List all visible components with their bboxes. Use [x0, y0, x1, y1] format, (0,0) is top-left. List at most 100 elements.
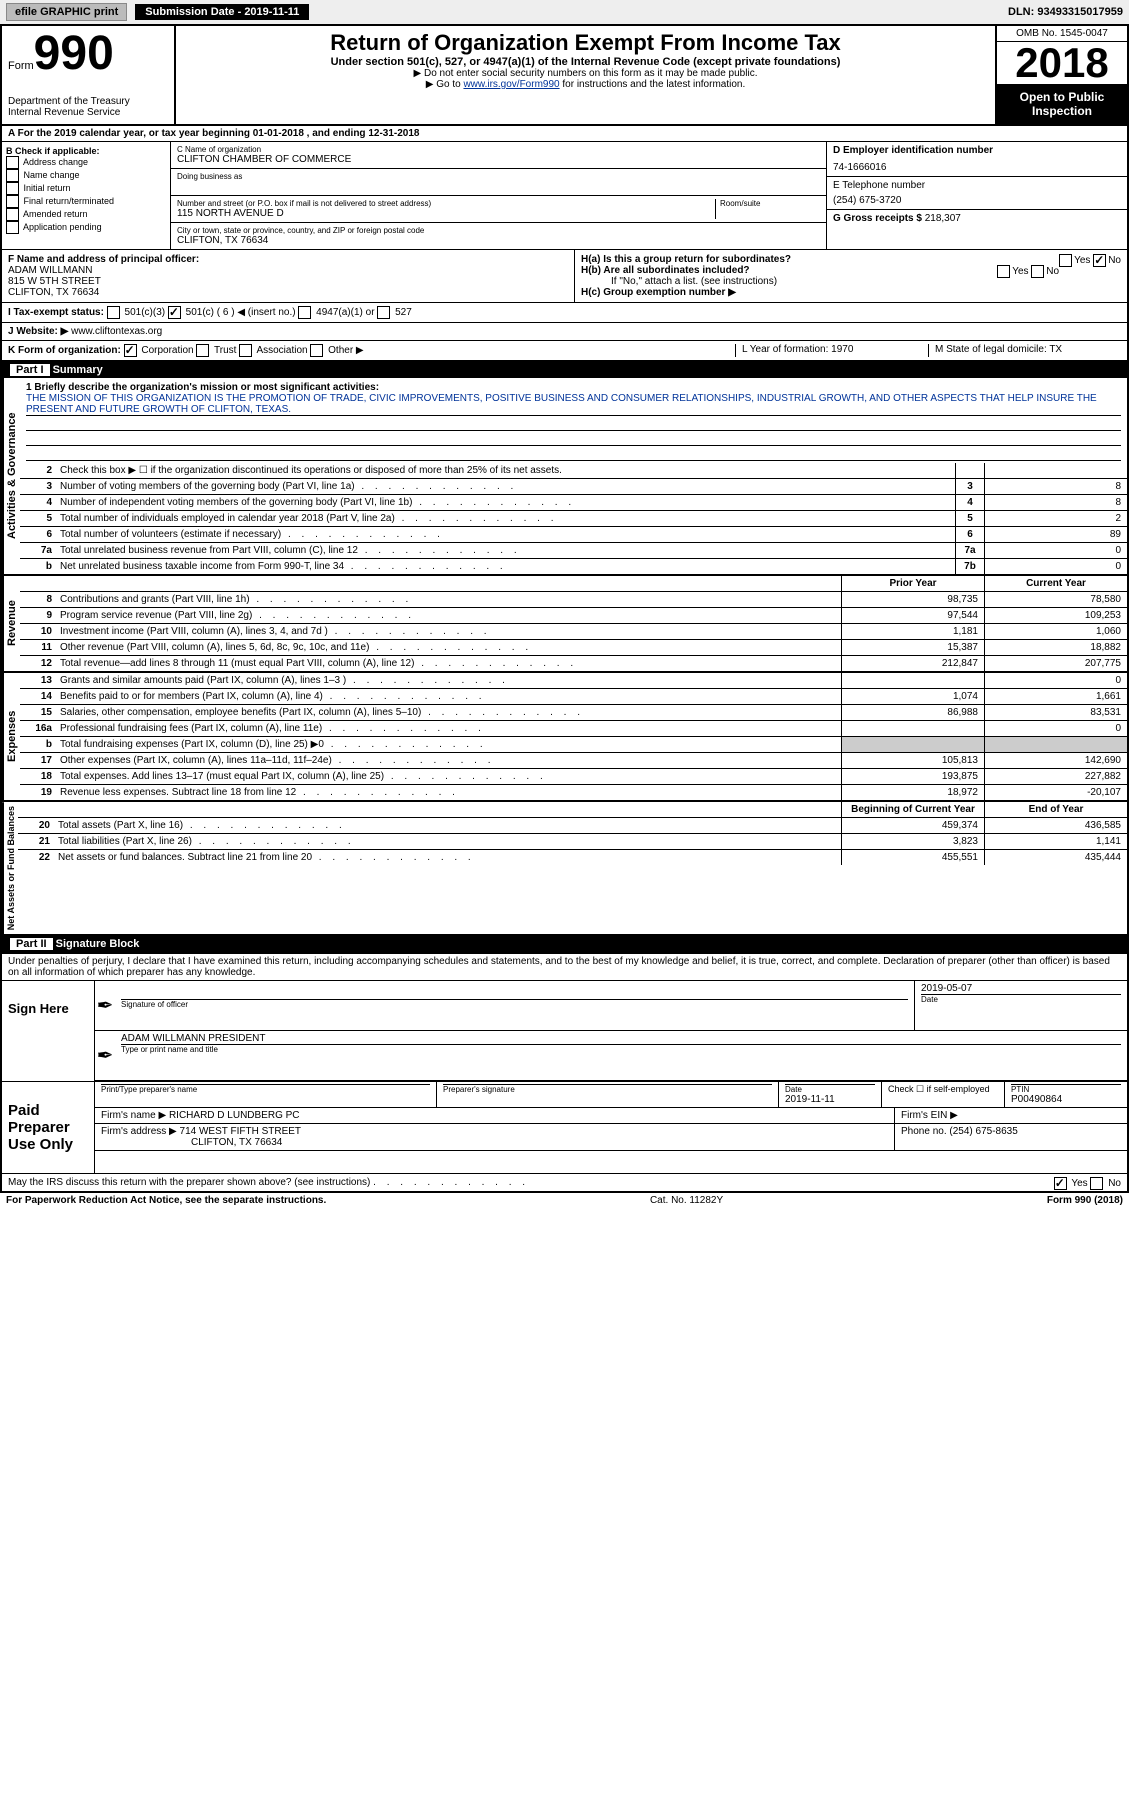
sig-name: ADAM WILLMANN PRESIDENT — [121, 1033, 1121, 1044]
amended-checkbox[interactable] — [6, 208, 19, 221]
other-checkbox[interactable] — [310, 344, 323, 357]
officer-label: F Name and address of principal officer: — [8, 254, 568, 265]
table-row: 18Total expenses. Add lines 13–17 (must … — [20, 769, 1127, 785]
footer-mid: Cat. No. 11282Y — [326, 1195, 1047, 1206]
discuss-yes[interactable] — [1054, 1177, 1067, 1190]
top-bar: efile GRAPHIC print Submission Date - 20… — [0, 0, 1129, 24]
527-checkbox[interactable] — [377, 306, 390, 319]
col-b: B Check if applicable: Address change Na… — [2, 142, 171, 249]
submission-date: Submission Date - 2019-11-11 — [135, 4, 309, 20]
pen-icon: ✒ — [95, 981, 115, 1030]
table-row: 19Revenue less expenses. Subtract line 1… — [20, 785, 1127, 800]
form-word: Form — [8, 60, 34, 72]
org-city: CLIFTON, TX 76634 — [177, 235, 820, 246]
hb-yes[interactable] — [997, 265, 1010, 278]
efile-button[interactable]: efile GRAPHIC print — [6, 3, 127, 21]
table-row: 16aProfessional fundraising fees (Part I… — [20, 721, 1127, 737]
prep-date: 2019-11-11 — [785, 1094, 875, 1105]
footer-left: For Paperwork Reduction Act Notice, see … — [6, 1195, 326, 1206]
officer-addr2: CLIFTON, TX 76634 — [8, 287, 568, 298]
room-label: Room/suite — [720, 199, 820, 208]
sig-officer-label: Signature of officer — [121, 999, 908, 1009]
table-row: 13Grants and similar amounts paid (Part … — [20, 673, 1127, 689]
tel-label: E Telephone number — [833, 180, 1121, 191]
table-row: 22Net assets or fund balances. Subtract … — [18, 850, 1127, 865]
mission-text: THE MISSION OF THIS ORGANIZATION IS THE … — [26, 393, 1121, 416]
table-row: 2Check this box ▶ ☐ if the organization … — [20, 463, 1127, 479]
initial-return-checkbox[interactable] — [6, 182, 19, 195]
irs-link[interactable]: www.irs.gov/Form990 — [463, 79, 559, 90]
hc-label: H(c) Group exemption number ▶ — [581, 287, 736, 298]
dln-label: DLN: 93493315017959 — [1008, 6, 1123, 18]
table-row: bTotal fundraising expenses (Part IX, co… — [20, 737, 1127, 753]
firm-city: CLIFTON, TX 76634 — [101, 1137, 888, 1148]
pending-checkbox[interactable] — [6, 221, 19, 234]
table-row: 10Investment income (Part VIII, column (… — [20, 624, 1127, 640]
pen-icon: ✒ — [95, 1031, 115, 1080]
prior-hdr: Prior Year — [841, 576, 984, 591]
firm-ein-label: Firm's EIN ▶ — [895, 1108, 1127, 1123]
corp-checkbox[interactable] — [124, 344, 137, 357]
org-name: CLIFTON CHAMBER OF COMMERCE — [177, 154, 820, 165]
addr-change-checkbox[interactable] — [6, 156, 19, 169]
footer-right: Form 990 (2018) — [1047, 1195, 1123, 1206]
501c-checkbox[interactable] — [168, 306, 181, 319]
state-domicile: M State of legal domicile: TX — [928, 344, 1121, 357]
firm-name: RICHARD D LUNDBERG PC — [169, 1110, 300, 1121]
net-label: Net Assets or Fund Balances — [2, 802, 18, 934]
ein-value: 74-1666016 — [833, 162, 1121, 173]
gross-value: 218,307 — [925, 213, 961, 224]
table-row: bNet unrelated business taxable income f… — [20, 559, 1127, 574]
header-title: Return of Organization Exempt From Incom… — [180, 30, 991, 56]
paid-prep-label: Paid Preparer Use Only — [2, 1082, 95, 1173]
penalties-text: Under penalties of perjury, I declare th… — [2, 954, 1127, 981]
tax-year: 2018 — [997, 42, 1127, 84]
ha-no[interactable] — [1093, 254, 1106, 267]
sig-date-label: Date — [921, 994, 1121, 1004]
table-row: 6Total number of volunteers (estimate if… — [20, 527, 1127, 543]
table-row: 21Total liabilities (Part X, line 26)3,8… — [18, 834, 1127, 850]
ha-yes[interactable] — [1059, 254, 1072, 267]
table-row: 12Total revenue—add lines 8 through 11 (… — [20, 656, 1127, 671]
table-row: 11Other revenue (Part VIII, column (A), … — [20, 640, 1127, 656]
501c3-checkbox[interactable] — [107, 306, 120, 319]
name-change-checkbox[interactable] — [6, 169, 19, 182]
firm-addr: 714 WEST FIFTH STREET — [180, 1126, 302, 1137]
rev-label: Revenue — [2, 576, 20, 671]
part1-header: Part I Summary — [2, 362, 1127, 378]
self-emp: Check ☐ if self-employed — [888, 1084, 998, 1095]
gov-label: Activities & Governance — [2, 378, 20, 574]
hb-no[interactable] — [1031, 265, 1044, 278]
header-subtitle: Under section 501(c), 527, or 4947(a)(1)… — [180, 56, 991, 68]
final-return-checkbox[interactable] — [6, 195, 19, 208]
dba-label: Doing business as — [177, 172, 820, 181]
end-hdr: End of Year — [984, 802, 1127, 817]
sig-date: 2019-05-07 — [921, 983, 1121, 994]
table-row: 9Program service revenue (Part VIII, lin… — [20, 608, 1127, 624]
discuss-no[interactable] — [1090, 1177, 1103, 1190]
row-a: A For the 2019 calendar year, or tax yea… — [2, 126, 1127, 142]
exp-label: Expenses — [2, 673, 20, 800]
officer-name: ADAM WILLMANN — [8, 265, 568, 276]
begin-hdr: Beginning of Current Year — [841, 802, 984, 817]
assoc-checkbox[interactable] — [239, 344, 252, 357]
gross-label: G Gross receipts $ — [833, 213, 922, 224]
officer-addr1: 815 W 5TH STREET — [8, 276, 568, 287]
header-note1: ▶ Do not enter social security numbers o… — [180, 68, 991, 79]
4947-checkbox[interactable] — [298, 306, 311, 319]
city-label: City or town, state or province, country… — [177, 226, 820, 235]
sig-name-label: Type or print name and title — [121, 1044, 1121, 1054]
mission-q: 1 Briefly describe the organization's mi… — [26, 382, 1121, 393]
table-row: 15Salaries, other compensation, employee… — [20, 705, 1127, 721]
firm-phone: (254) 675-8635 — [949, 1126, 1017, 1137]
table-row: 14Benefits paid to or for members (Part … — [20, 689, 1127, 705]
current-hdr: Current Year — [984, 576, 1127, 591]
open-public: Open to Public Inspection — [997, 84, 1127, 124]
tel-value: (254) 675-3720 — [833, 195, 1121, 206]
ptin: P00490864 — [1011, 1094, 1121, 1105]
trust-checkbox[interactable] — [196, 344, 209, 357]
org-address: 115 NORTH AVENUE D — [177, 208, 715, 219]
name-label: C Name of organization — [177, 145, 820, 154]
addr-label: Number and street (or P.O. box if mail i… — [177, 199, 715, 208]
ein-label: D Employer identification number — [833, 145, 1121, 156]
